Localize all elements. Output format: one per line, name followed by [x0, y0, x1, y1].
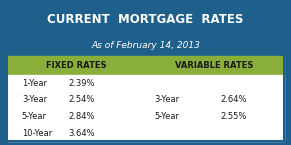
Text: FIXED RATES: FIXED RATES — [46, 61, 107, 70]
Text: 3-Year: 3-Year — [154, 95, 179, 104]
Text: 5-Year: 5-Year — [22, 112, 47, 121]
Bar — [7, 75, 284, 141]
Text: 10-Year: 10-Year — [22, 128, 52, 138]
Text: CURRENT  MORTGAGE  RATES: CURRENT MORTGAGE RATES — [47, 13, 244, 26]
Text: 5-Year: 5-Year — [154, 112, 179, 121]
Bar — [7, 56, 284, 75]
Text: 2.64%: 2.64% — [220, 95, 247, 104]
Text: 3.64%: 3.64% — [68, 128, 95, 138]
Text: 3-Year: 3-Year — [22, 95, 47, 104]
Text: 2.55%: 2.55% — [220, 112, 246, 121]
Bar — [7, 4, 284, 36]
Bar — [7, 36, 284, 56]
Text: 1-Year: 1-Year — [22, 78, 47, 88]
Text: 2.39%: 2.39% — [68, 78, 95, 88]
Text: VARIABLE RATES: VARIABLE RATES — [175, 61, 254, 70]
Text: 2.54%: 2.54% — [68, 95, 95, 104]
Text: 2.84%: 2.84% — [68, 112, 95, 121]
Text: As of February 14, 2013: As of February 14, 2013 — [91, 41, 200, 50]
